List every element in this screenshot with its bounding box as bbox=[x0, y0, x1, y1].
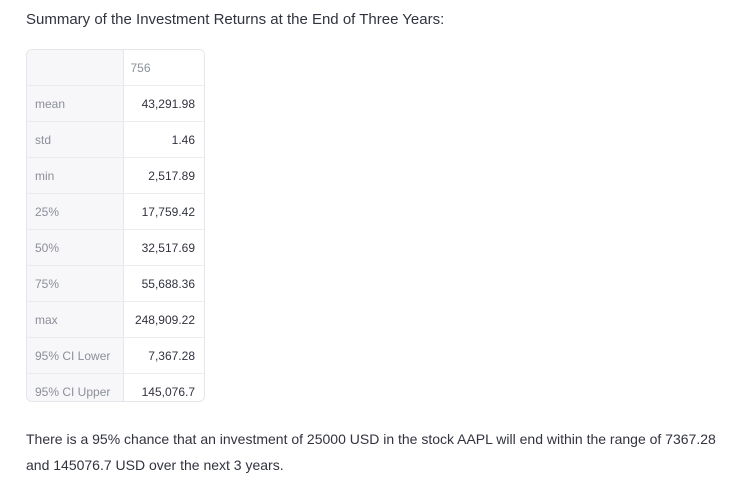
summary-text: There is a 95% chance that an investment… bbox=[26, 431, 716, 473]
row-value: 7,367.28 bbox=[123, 337, 204, 374]
row-value: 1.46 bbox=[123, 121, 204, 158]
table-corner-cell bbox=[27, 50, 124, 86]
page-heading: Summary of the Investment Returns at the… bbox=[26, 11, 445, 28]
row-value: 43,291.98 bbox=[123, 85, 204, 122]
stats-table: 756 mean 43,291.98 std 1.46 min 2,517.89… bbox=[26, 49, 205, 402]
row-value: 2,517.89 bbox=[123, 157, 204, 194]
row-label: mean bbox=[27, 85, 124, 122]
table-row: mean 43,291.98 bbox=[27, 85, 204, 122]
row-label: 75% bbox=[27, 265, 124, 302]
table-row: 75% 55,688.36 bbox=[27, 265, 204, 302]
table-row: 95% CI Lower 7,367.28 bbox=[27, 337, 204, 374]
table-header-row: 756 bbox=[27, 50, 204, 86]
table-row: std 1.46 bbox=[27, 121, 204, 158]
row-value: 32,517.69 bbox=[123, 229, 204, 266]
row-label: 95% CI Lower bbox=[27, 337, 124, 374]
row-label: 50% bbox=[27, 229, 124, 266]
table-row: 95% CI Upper 145,076.7 bbox=[27, 373, 204, 401]
row-value: 248,909.22 bbox=[123, 301, 204, 338]
table-row: 25% 17,759.42 bbox=[27, 193, 204, 230]
row-label: 25% bbox=[27, 193, 124, 230]
table-row: min 2,517.89 bbox=[27, 157, 204, 194]
row-label: std bbox=[27, 121, 124, 158]
row-label: min bbox=[27, 157, 124, 194]
row-value: 17,759.42 bbox=[123, 193, 204, 230]
table-row: 50% 32,517.69 bbox=[27, 229, 204, 266]
row-label: 95% CI Upper bbox=[27, 373, 124, 401]
row-value: 145,076.7 bbox=[141, 384, 195, 399]
column-header[interactable]: 756 bbox=[123, 50, 204, 86]
row-label: max bbox=[27, 301, 124, 338]
table-row: max 248,909.22 bbox=[27, 301, 204, 338]
row-value: 55,688.36 bbox=[123, 265, 204, 302]
